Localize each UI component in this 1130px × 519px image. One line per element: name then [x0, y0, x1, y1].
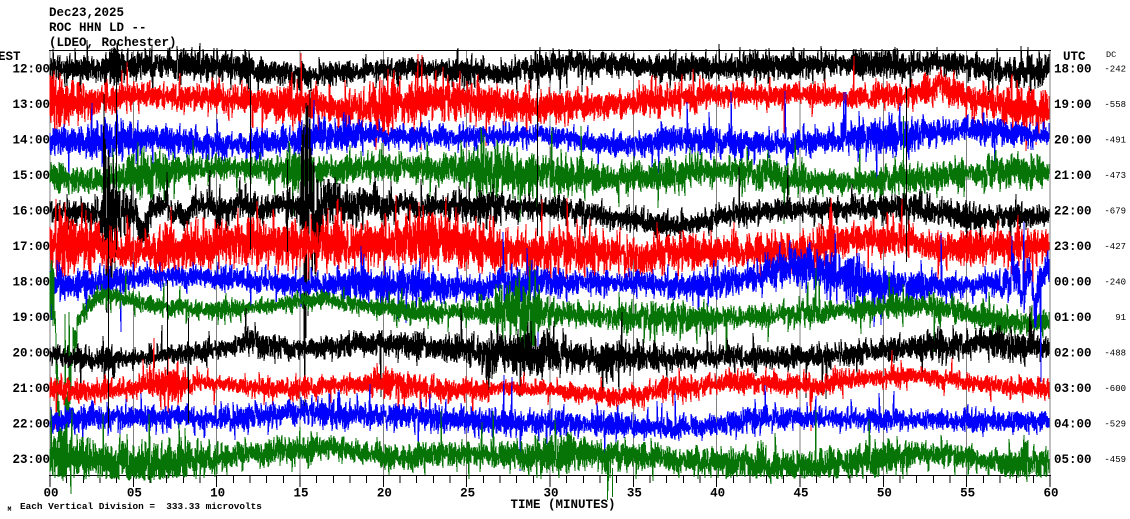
- svg-text:-427: -427: [1104, 242, 1126, 252]
- svg-text:17:00: 17:00: [12, 240, 50, 254]
- svg-text:30: 30: [543, 487, 558, 501]
- svg-text:40: 40: [710, 487, 725, 501]
- svg-text:22:00: 22:00: [12, 417, 50, 431]
- svg-text:00:00: 00:00: [1054, 275, 1092, 289]
- svg-text:Each Vertical Division = 333.: Each Vertical Division = 333.33 microvol…: [20, 501, 262, 512]
- svg-text:91: 91: [1115, 313, 1126, 323]
- svg-text:05:00: 05:00: [1054, 453, 1092, 467]
- svg-text:22:00: 22:00: [1054, 205, 1092, 219]
- svg-text:19:00: 19:00: [1054, 98, 1092, 112]
- svg-text:20:00: 20:00: [1054, 134, 1092, 148]
- svg-text:12:00: 12:00: [12, 63, 50, 77]
- svg-text:35: 35: [627, 487, 642, 501]
- svg-text:19:00: 19:00: [12, 311, 50, 325]
- svg-text:EST: EST: [0, 50, 21, 64]
- svg-text:-679: -679: [1104, 207, 1126, 217]
- svg-text:-491: -491: [1104, 136, 1126, 146]
- svg-text:15:00: 15:00: [12, 169, 50, 183]
- svg-text:-600: -600: [1104, 384, 1126, 394]
- svg-text:(LDEO, Rochester): (LDEO, Rochester): [49, 36, 177, 50]
- svg-text:-240: -240: [1104, 277, 1126, 287]
- svg-text:14:00: 14:00: [12, 134, 50, 148]
- svg-text:03:00: 03:00: [1054, 382, 1092, 396]
- svg-text:60: 60: [1043, 487, 1058, 501]
- svg-text:18:00: 18:00: [1054, 63, 1092, 77]
- svg-text:-459: -459: [1104, 455, 1126, 465]
- svg-text:DC: DC: [1106, 50, 1116, 60]
- svg-text:-529: -529: [1104, 419, 1126, 429]
- svg-text:21:00: 21:00: [1054, 169, 1092, 183]
- svg-text:04:00: 04:00: [1054, 417, 1092, 431]
- svg-text:-242: -242: [1104, 65, 1126, 75]
- svg-text:-473: -473: [1104, 171, 1126, 181]
- svg-text:Dec23,2025: Dec23,2025: [49, 6, 124, 20]
- svg-text:13:00: 13:00: [12, 98, 50, 112]
- svg-text:16:00: 16:00: [12, 205, 50, 219]
- svg-text:-558: -558: [1104, 100, 1126, 110]
- svg-text:23:00: 23:00: [1054, 240, 1092, 254]
- svg-text:TIME (MINUTES): TIME (MINUTES): [510, 498, 615, 512]
- svg-text:00: 00: [43, 487, 58, 501]
- svg-text:05: 05: [127, 487, 142, 501]
- svg-text:50: 50: [877, 487, 892, 501]
- svg-text:20:00: 20:00: [12, 346, 50, 360]
- svg-text:18:00: 18:00: [12, 275, 50, 289]
- svg-text:25: 25: [460, 487, 475, 501]
- svg-text:ROC HHN LD --: ROC HHN LD --: [49, 21, 147, 35]
- svg-text:-488: -488: [1104, 348, 1126, 358]
- svg-text:20: 20: [377, 487, 392, 501]
- svg-text:21:00: 21:00: [12, 382, 50, 396]
- svg-text:02:00: 02:00: [1054, 346, 1092, 360]
- svg-text:01:00: 01:00: [1054, 311, 1092, 325]
- svg-text:15: 15: [293, 487, 308, 501]
- svg-text:55: 55: [960, 487, 975, 501]
- svg-text:M: M: [8, 506, 12, 513]
- svg-text:UTC: UTC: [1063, 50, 1086, 64]
- svg-text:10: 10: [210, 487, 225, 501]
- svg-text:23:00: 23:00: [12, 453, 50, 467]
- svg-text:45: 45: [793, 487, 808, 501]
